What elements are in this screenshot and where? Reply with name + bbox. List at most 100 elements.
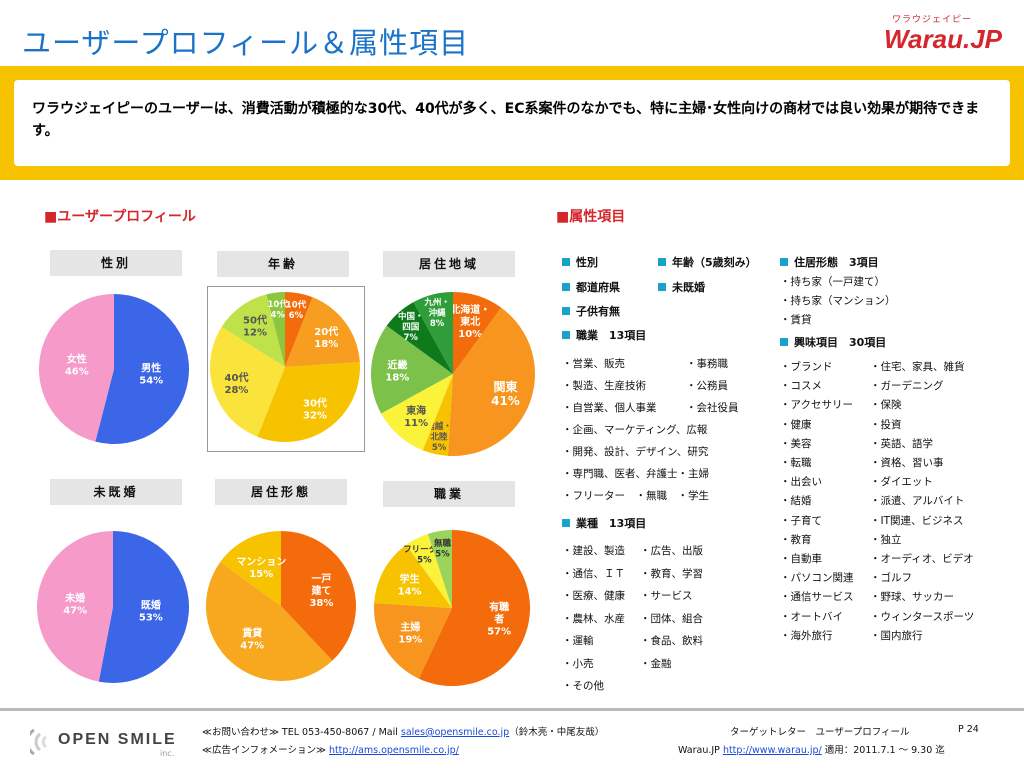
pie-slice-region-0 [453,292,502,374]
region-pie-chart: 北海道・東北 10% 関東 41% 信越・北陸 5%東海 11% 近畿 18% 中国・四国 7%九州… [371,292,535,456]
housing-item: ・賃貸 [780,314,812,326]
industry-item: ・小売 [562,657,594,670]
region-chart-label: 居住地域 [383,251,515,277]
industry-item: ・建設、製造 [562,545,625,557]
interest-item: ・住宅、家具、雑貨 [870,361,965,373]
logo-kana: ワラウジェイピー [891,15,972,25]
industry-item: ・金融 [640,657,672,670]
job-item: ・開発、設計、デザイン、研究 [562,446,709,458]
pie-slice-region-4 [371,325,453,414]
opensmile-logo[interactable]: OPEN SMILE inc. [30,724,200,760]
pie-slice-age-2 [257,362,360,442]
page-number: P 24 [958,724,979,735]
job-item: ・公務員 [686,380,728,392]
occupation-chart-label: 職業 [383,481,515,507]
interest-item: ・ウィンタースポーツ [870,610,975,623]
logo-word: Warau.JP [883,24,1002,54]
summary-banner: ワラウジェイピーのユーザーは、消費活動が積極的な30代、40代が多く、EC系案件… [0,66,1024,180]
pie-slice-marital-0 [98,531,190,683]
pie-slice-gender-1 [38,294,115,442]
pie-label-age-3: 40代 28% [225,371,249,396]
job-item: ・営業、販売 [562,358,625,370]
pie-label-housing-2: マンション 15% [236,556,286,580]
job-item: ・会社役員 [686,402,739,414]
bullet-square-icon [658,283,666,291]
warau-logo[interactable]: ワラウジェイピー Warau.JP [862,8,1002,58]
job-item: ・自営業、個人事業 [562,402,657,414]
interest-item: ・教育 [780,533,812,546]
interest-item: ・IT関連、ビジネス [870,514,964,527]
pie-label-occupation-2: 学生 14% [398,573,422,598]
interest-item: ・子育て [780,514,822,527]
pie-label-marital-0: 既婚 53% [139,599,163,624]
bullet-square-icon [658,258,666,266]
interest-item: ・派遣、アルバイト [870,495,965,508]
interest-item: ・国内旅行 [870,629,923,642]
job-item: ・事務職 [686,358,728,370]
interest-item: ・野球、サッカー [870,591,954,604]
opensmile-wordmark: OPEN SMILE [58,731,177,748]
attr-interest: 興味項目 30項目 [780,334,886,350]
gender-chart-label: 性別 [50,250,182,276]
ad-info-link[interactable]: http://ams.opensmile.co.jp/ [328,745,459,756]
pie-label-occupation-1: 主婦 19% [398,621,422,646]
bullet-square-icon [780,338,788,346]
industry-item: ・農林、水産 [562,612,625,625]
industry-item: ・食品、飲料 [640,635,703,647]
interest-item: ・オートバイ [780,610,843,623]
pie-slice-housing-0 [281,531,356,661]
interest-item: ・自動車 [780,553,822,565]
pie-label-region-2: 信越・北陸 5% [426,421,452,453]
pie-label-gender-1: 女性 46% [65,352,89,377]
pie-slice-occupation-2 [374,544,452,608]
pie-label-housing-0: 一戸建て 38% [309,573,333,609]
interest-item: ・転職 [780,457,812,469]
pie-slice-region-3 [381,374,453,451]
pie-label-occupation-0: 有職者 57% [487,601,511,638]
pie-slice-region-1 [447,307,535,456]
smile-mark-icon [30,728,48,756]
occupation-pie-chart: 有職者 57% 主婦 19% 学生 14% フリーター 5%無職 5% [374,530,530,686]
pie-slice-age-5 [266,292,285,367]
attr-age: 年齢（5歳刻み） [658,254,757,270]
interest-item: ・独立 [870,533,902,546]
warau-site-link[interactable]: http://www.warau.jp/ [722,745,822,756]
pie-label-occupation-4: 無職 5% [434,538,452,560]
attr-married: 未既婚 [658,279,705,295]
footer-validity: Warau.JP http://www.warau.jp/ 適用：2011.7.… [678,745,945,756]
attr-industry: 業種 13項目 [562,515,646,531]
pie-label-age-5: 10代 4% [267,299,288,321]
interest-item: ・結婚 [780,495,812,508]
pie-label-age-2: 30代 32% [303,396,327,421]
pie-slice-region-6 [413,292,453,374]
pie-slice-age-1 [285,297,360,367]
pie-label-region-1: 関東 41% [491,379,520,408]
industry-item: ・団体、組合 [640,612,703,625]
contact-email-link[interactable]: sales@opensmile.co.jp [400,727,510,738]
age-chart-label: 年齢 [217,251,349,277]
ad-info-line: ≪広告インフォメーション≫ http://ams.opensmile.co.jp… [202,745,459,756]
pie-slice-housing-1 [205,561,333,681]
footer-divider [0,708,1024,711]
pie-label-age-4: 50代 12% [243,314,267,339]
interest-item: ・ダイエット [870,476,933,489]
pie-label-region-6: 九州・沖縄 8% [423,297,450,329]
housing-item: ・持ち家（一戸建て） [780,276,885,288]
pie-slice-age-3 [210,326,285,437]
age-pie-chart: 10代 6% 20代 18% 30代 32% 40代 28% 50代 12%10代 4% [210,292,360,442]
housing-chart-label: 居住形態 [215,479,347,505]
pie-label-region-4: 近畿 18% [385,358,409,383]
industry-item: ・サービス [640,590,693,602]
interest-item: ・ブランド [780,361,833,373]
pie-label-age-0: 10代 6% [286,300,307,322]
pie-slice-occupation-0 [418,530,530,686]
industry-item: ・広告、出版 [640,545,703,557]
interest-item: ・通信サービス [780,591,854,604]
industry-item: ・教育、学習 [640,567,703,580]
interest-item: ・ガーデニング [870,380,944,393]
summary-text: ワラウジェイピーのユーザーは、消費活動が積極的な30代、40代が多く、EC系案件… [14,80,1010,166]
pie-slice-occupation-3 [406,533,452,608]
housing-pie-chart: 一戸建て 38% 賃貸 47% マンション 15% [205,531,356,681]
interest-item: ・健康 [780,418,812,431]
contact-line: ≪お問い合わせ≫ TEL 053-450-8067 / Mail sales@o… [202,727,605,738]
